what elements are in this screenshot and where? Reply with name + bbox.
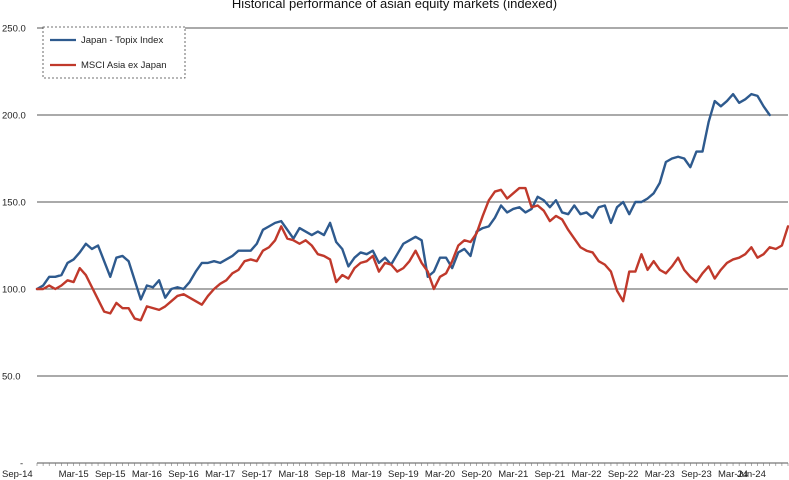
legend-box: [42, 26, 186, 79]
x-tick-label: Sep-15: [95, 469, 126, 480]
x-tick-label: Mar-23: [645, 469, 675, 480]
x-tick-label: Mar-21: [498, 469, 528, 480]
y-tick-label: 50.0: [2, 372, 21, 383]
x-tick-label: Sep-19: [388, 469, 419, 480]
x-tick-label: Sep-20: [461, 469, 492, 480]
legend-label-japan: Japan - Topix Index: [81, 35, 163, 46]
x-tick-label: Sep-23: [681, 469, 712, 480]
legend-label-msci: MSCI Asia ex Japan: [81, 60, 167, 71]
y-tick-label: 150.0: [2, 198, 26, 209]
x-tick-label: Mar-15: [59, 469, 89, 480]
series-layer: [35, 92, 789, 322]
x-tick-label: Mar-24: [718, 469, 748, 480]
y-axis: - 50.0 100.0 150.0 200.0 250.0: [2, 24, 26, 470]
x-tick-label: Sep-18: [315, 469, 346, 480]
x-tick-label: Sep-21: [535, 469, 566, 480]
grid-layer: [37, 27, 788, 377]
x-tick-label: Mar-22: [571, 469, 601, 480]
x-tick-label: Jun-24: [737, 469, 766, 480]
y-tick-label: 200.0: [2, 111, 26, 122]
x-tick-label: Mar-16: [132, 469, 162, 480]
x-tick-label: Mar-18: [278, 469, 308, 480]
x-tick-label: Sep-16: [168, 469, 199, 480]
y-tick-label: -: [20, 459, 23, 470]
x-tick-label: Mar-19: [352, 469, 382, 480]
chart-title: Historical performance of asian equity m…: [231, 0, 558, 11]
x-axis: Sep-14 Mar-15 Sep-15 Mar-16 Sep-16 Mar-17 Sep-…: [2, 462, 789, 480]
x-tick-label: Sep-17: [241, 469, 272, 480]
legend: Japan - Topix Index MSCI Asia ex Japan: [42, 26, 186, 79]
x-tick-label: Sep-14: [2, 469, 33, 480]
y-tick-label: 250.0: [2, 24, 26, 35]
series-line-japan: [35, 92, 771, 301]
x-tick-label: Mar-20: [425, 469, 455, 480]
y-tick-label: 100.0: [2, 285, 26, 296]
x-tick-label: Mar-17: [205, 469, 235, 480]
series-line-msci: [35, 186, 789, 322]
x-tick-label: Sep-22: [608, 469, 639, 480]
